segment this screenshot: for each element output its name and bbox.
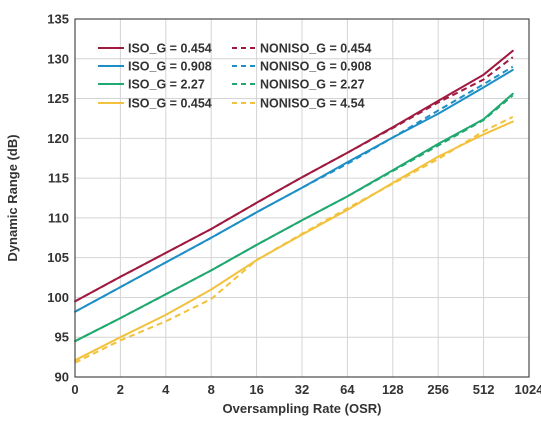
x-tick-label: 32 — [295, 382, 309, 397]
x-tick-label: 8 — [208, 382, 215, 397]
legend-label: ISO_G = 0.908 — [128, 60, 212, 74]
x-tick-label: 16 — [249, 382, 263, 397]
x-tick-label: 0 — [71, 382, 78, 397]
x-tick-label: 1024 — [515, 382, 541, 397]
x-tick-label: 256 — [427, 382, 449, 397]
y-tick-label: 90 — [55, 370, 69, 385]
series-line-7 — [74, 116, 514, 364]
y-tick-label: 115 — [48, 171, 69, 186]
x-tick-label: 4 — [162, 382, 170, 397]
legend-label: ISO_G = 0.454 — [128, 97, 212, 111]
x-tick-label: 512 — [473, 382, 495, 397]
y-tick-label: 125 — [47, 91, 69, 106]
legend-label: NONISO_G = 2.27 — [260, 78, 365, 92]
y-tick-label: 95 — [55, 330, 69, 345]
legend-label: ISO_G = 2.27 — [128, 78, 205, 92]
plot-frame — [74, 18, 530, 378]
legend-label: NONISO_G = 4.54 — [260, 97, 365, 111]
tick-labels: 0 2 4 8 16 32 64 128 256 512 1024 90 95 100 105 110 115 1… — [47, 12, 541, 398]
x-tick-label: 128 — [382, 382, 404, 397]
series-line-6 — [74, 94, 514, 343]
legend-label: ISO_G = 0.454 — [128, 42, 212, 56]
y-tick-label: 130 — [47, 51, 69, 66]
y-tick-label: 120 — [47, 131, 69, 146]
x-axis-label: Oversampling Rate (OSR) — [223, 401, 382, 416]
y-tick-label: 135 — [47, 12, 69, 27]
y-tick-label: 110 — [48, 210, 69, 225]
legend-label: NONISO_G = 0.454 — [260, 42, 372, 56]
x-tick-label: 64 — [340, 382, 355, 397]
y-tick-label: 105 — [47, 250, 69, 265]
legend-label: NONISO_G = 0.908 — [260, 60, 372, 74]
y-axis-label: Dynamic Range (dB) — [5, 134, 20, 261]
y-tick-label: 100 — [47, 290, 69, 305]
series-line-1 — [74, 68, 514, 313]
x-tick-label: 2 — [117, 382, 124, 397]
series-line-4 — [74, 56, 514, 303]
series-line-5 — [74, 65, 514, 313]
legend: ISO_G = 0.454 ISO_G = 0.908 ISO_G = 2.27 IS… — [98, 42, 372, 111]
series-lines — [74, 49, 514, 364]
